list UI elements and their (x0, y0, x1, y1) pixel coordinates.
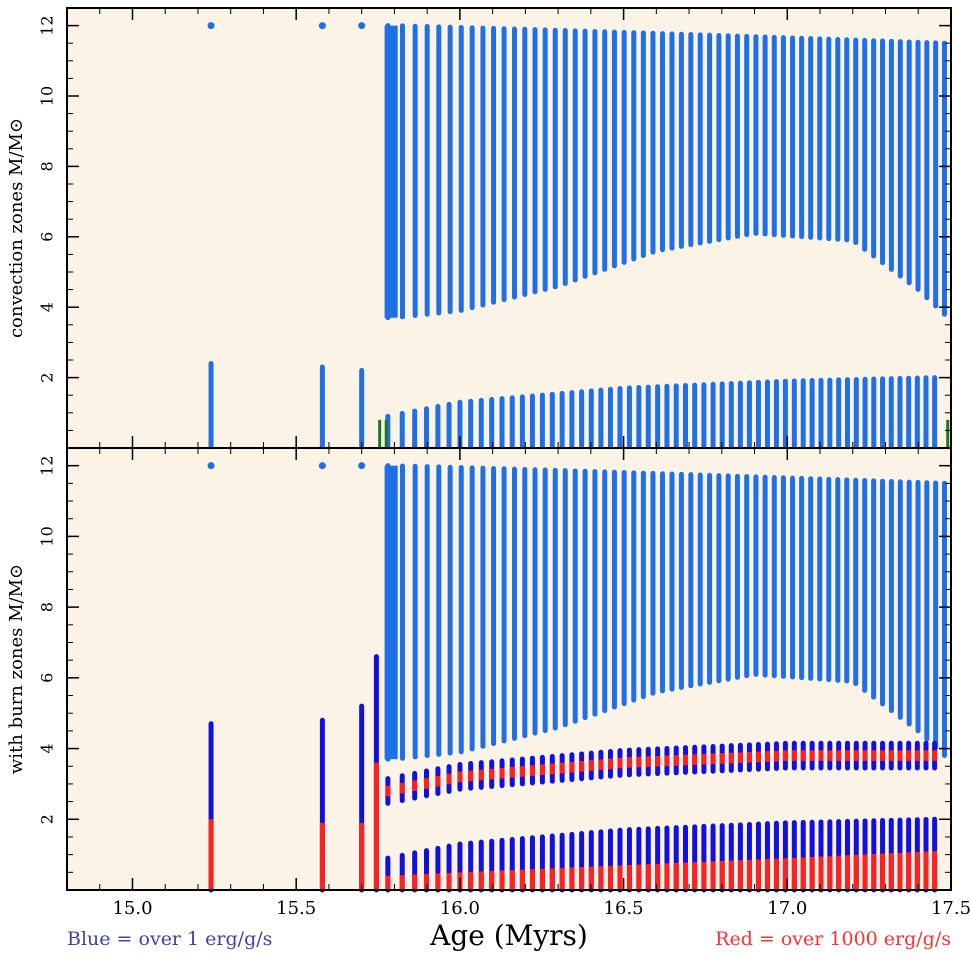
early-dot (319, 462, 326, 469)
blue-legend-note: Blue = over 1 erg/g/s (67, 928, 272, 950)
panel-burn: 2 4 6 8 10 12 with burn zones M/M⊙ 15.0 15.5 16.0… (6, 448, 971, 952)
y-tick-label: 10 (38, 526, 57, 546)
red-legend-note: Red = over 1000 erg/g/s (715, 928, 951, 950)
y-tick-label: 12 (38, 456, 57, 476)
y-tick-label: 4 (38, 743, 57, 753)
y-tick-label: 2 (38, 373, 57, 383)
x-tick-label: 16.0 (440, 898, 480, 919)
x-tick-label: 15.5 (276, 898, 316, 919)
y-tick-label: 8 (38, 161, 57, 171)
y-tick-label: 10 (38, 86, 57, 106)
early-dot (208, 22, 215, 29)
early-dot (208, 462, 215, 469)
x-tick-label: 17.0 (767, 898, 807, 919)
y-tick-label: 12 (38, 15, 57, 35)
y-axis-label: with burn zones M/M⊙ (6, 564, 27, 774)
x-axis-label: Age (Myrs) (429, 919, 588, 952)
y-axis-label: convection zones M/M⊙ (6, 118, 27, 338)
panel-convection: 2 4 6 8 10 12 convection zones M/M⊙ (6, 8, 951, 448)
y-tick-label: 4 (38, 302, 57, 312)
x-tick-label: 16.5 (604, 898, 644, 919)
x-tick-label: 17.5 (931, 898, 971, 919)
y-tick-label: 6 (38, 232, 57, 242)
early-dot (358, 462, 365, 469)
x-tick-label: 15.0 (112, 898, 152, 919)
y-tick-label: 6 (38, 673, 57, 683)
early-dot (358, 22, 365, 29)
envelope-onset (385, 26, 398, 318)
y-tick-label: 8 (38, 602, 57, 612)
early-dot (319, 22, 326, 29)
y-tick-label: 2 (38, 814, 57, 824)
envelope-onset (385, 466, 398, 759)
